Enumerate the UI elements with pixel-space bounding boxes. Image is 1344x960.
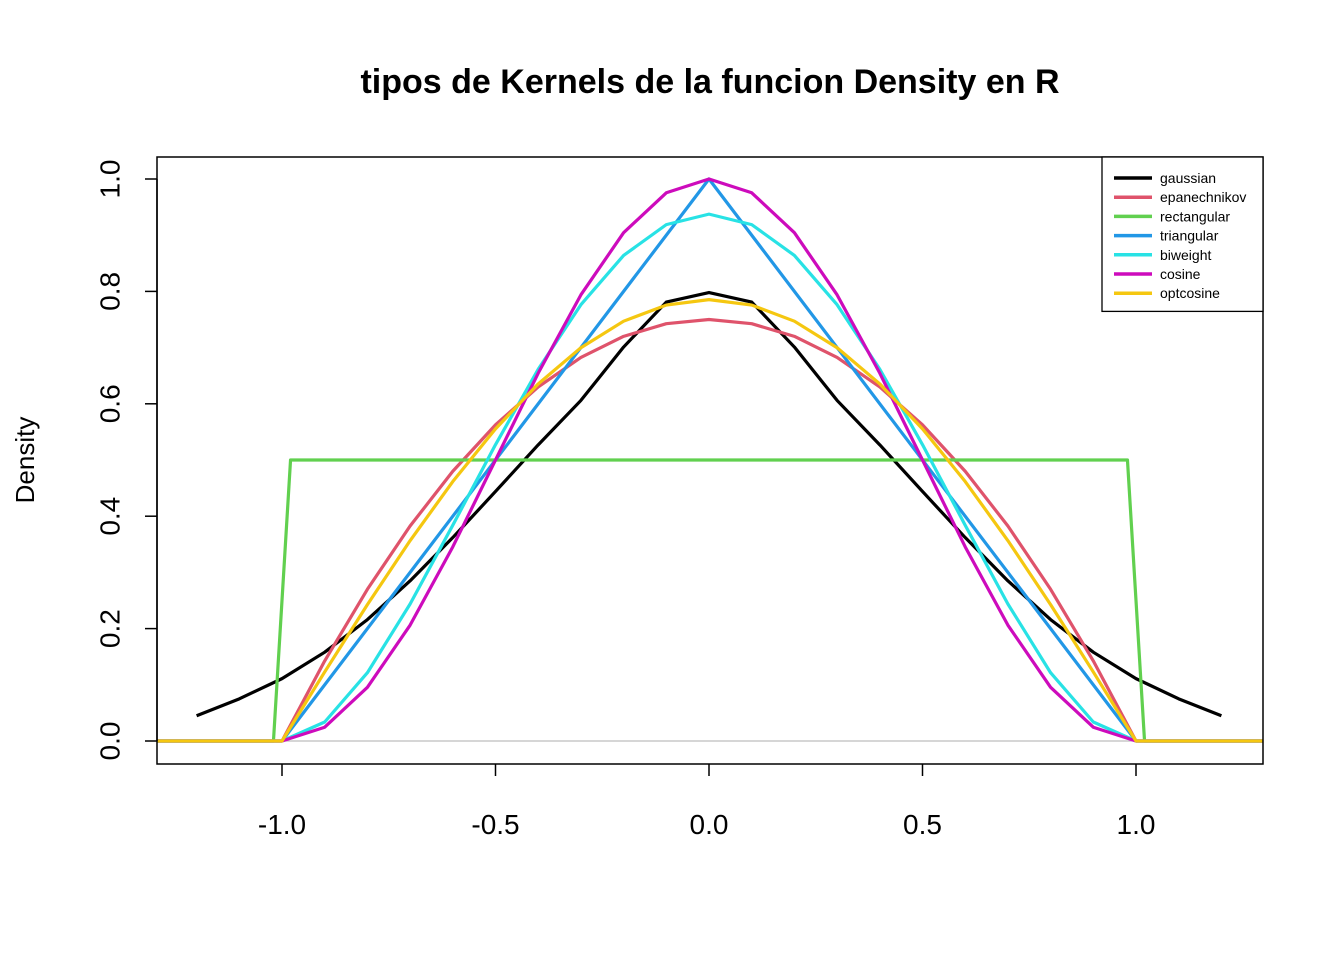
legend-label-cosine: cosine [1160,266,1201,282]
legend-label-epanechnikov: epanechnikov [1160,189,1246,205]
legend: gaussian epanechnikov rectangular triangula… [1101,156,1264,313]
series-line-epanechnikov [157,317,1263,743]
legend-label-triangular: triangular [1160,228,1219,244]
x-tick-label: 1.0 [1117,809,1156,840]
y-tick-label: 0.4 [95,497,126,536]
x-tick-label: -0.5 [471,809,519,840]
y-axis: 0.0 0.2 0.4 0.6 0.8 1.0 [95,160,158,761]
y-tick-label: 0.8 [95,272,126,311]
x-axis: -1.0 -0.5 0.0 0.5 1.0 [258,764,1156,840]
x-tick-label: -1.0 [258,809,306,840]
y-tick-label: 1.0 [95,160,126,199]
series-line-biweight [157,212,1263,743]
x-tick-label: 0.0 [690,809,729,840]
legend-label-biweight: biweight [1160,247,1211,263]
legend-label-rectangular: rectangular [1160,208,1230,224]
y-tick-label: 0.2 [95,609,126,648]
legend-label-gaussian: gaussian [1160,170,1216,186]
legend-label-optcosine: optcosine [1160,285,1220,301]
series-lines [157,177,1263,743]
series-line-cosine [157,177,1263,743]
chart-title: tipos de Kernels de la funcion Density e… [360,63,1059,101]
y-tick-label: 0.0 [95,722,126,761]
y-axis-title: Density [10,417,40,504]
series-line-rectangular [157,458,1263,743]
series-line-gaussian [196,290,1222,718]
x-tick-label: 0.5 [903,809,942,840]
y-tick-label: 0.6 [95,384,126,423]
series-line-optcosine [157,298,1263,743]
